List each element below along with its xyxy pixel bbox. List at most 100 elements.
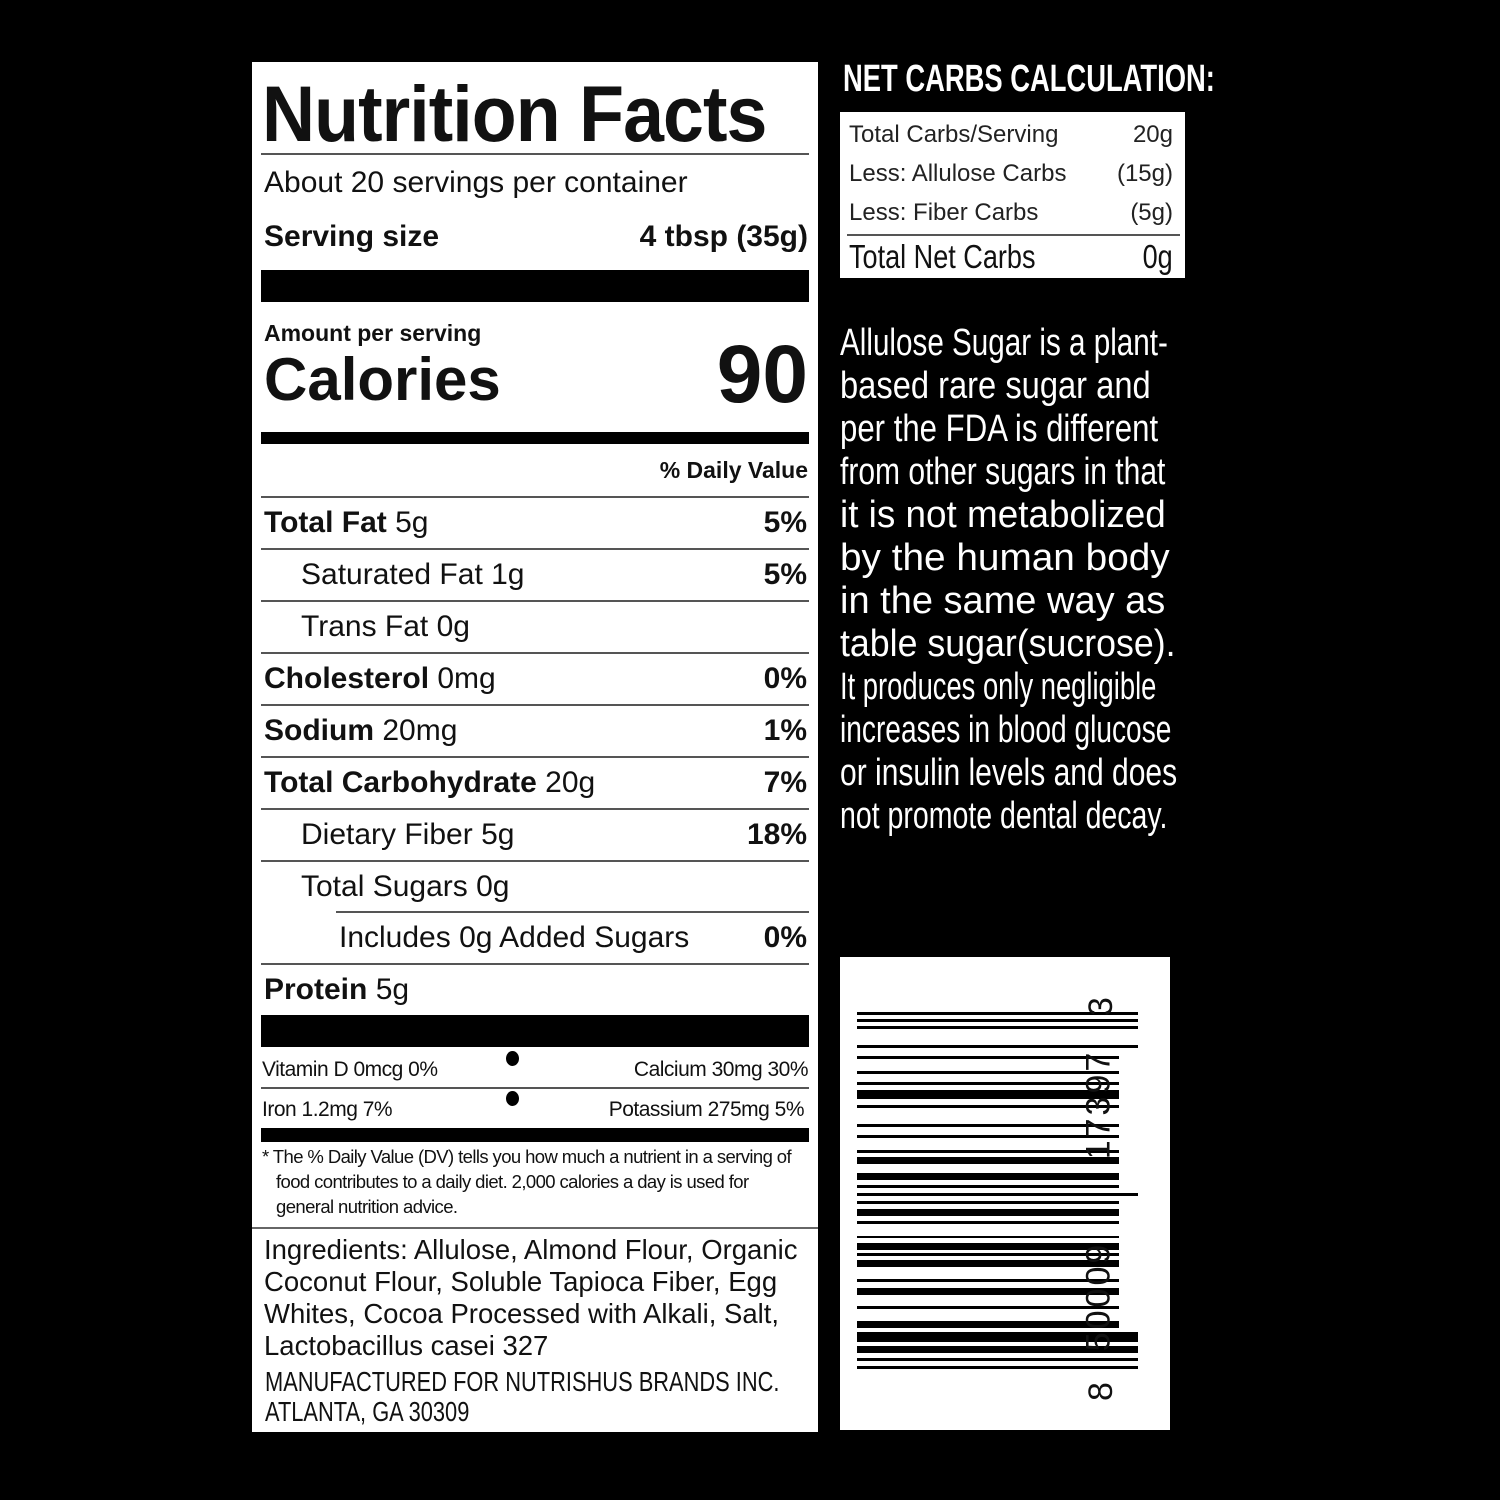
calories-value: 90	[716, 329, 808, 420]
nutrient-dv: 5%	[763, 506, 807, 539]
nutrient-row-dietary-fiber: Dietary Fiber 5g 18%	[261, 810, 809, 860]
description-line: per the FDA is different	[840, 408, 1159, 450]
nutrient-amount: 5g	[375, 973, 410, 1006]
serving-size-value: 4 tbsp (35g)	[639, 220, 808, 253]
nutrient-dv: 1%	[763, 714, 807, 747]
barcode-digits: 8 50009 17397 3	[1079, 997, 1120, 1401]
barcode-bar	[857, 1279, 1119, 1282]
nutrition-facts-title: Nutrition Facts	[262, 69, 767, 158]
barcode-bar	[857, 1288, 1119, 1295]
description-line: table sugar(sucrose).	[840, 623, 1176, 665]
description-line: it is not metabolized	[840, 494, 1166, 536]
barcode-bar	[857, 1173, 1119, 1180]
iron: Iron 1.2mg 7%	[262, 1098, 393, 1121]
nutrient-row-added-sugars: Includes 0g Added Sugars 0%	[261, 913, 809, 963]
divider	[261, 496, 809, 498]
serving-size-label: Serving size	[264, 220, 440, 253]
barcode-bar	[857, 1358, 1138, 1361]
nutrient-amount: 1g	[491, 558, 525, 591]
nutrient-row-sodium: Sodium 20mg 1%	[261, 706, 809, 756]
barcode-bar	[857, 1243, 1119, 1250]
net-carbs-table: Total Carbs/Serving 20g Less: Allulose Ca…	[840, 112, 1185, 278]
thick-divider	[261, 270, 809, 302]
barcode-bar	[857, 1321, 1119, 1328]
nutrient-dv: 18%	[746, 818, 807, 851]
nutrient-name: Total Sugars	[301, 870, 468, 903]
nutrient-dv: 5%	[763, 558, 807, 591]
description-line: by the human body	[840, 537, 1170, 579]
nutrient-row-saturated-fat: Saturated Fat 1g 5%	[261, 550, 809, 600]
barcode-bar	[857, 1105, 1119, 1108]
barcode-bar	[857, 1209, 1119, 1216]
nutrient-row-total-sugars: Total Sugars 0g	[261, 862, 809, 912]
barcode-bar	[857, 1185, 1119, 1188]
nutrition-facts-panel: Nutrition Facts About 20 servings per co…	[252, 62, 818, 1432]
barcode-bar	[857, 1366, 1138, 1369]
nutrient-name: Trans Fat	[301, 610, 429, 643]
nutrient-row-total-carbohydrate: Total Carbohydrate 20g 7%	[261, 758, 809, 808]
nutrient-amount: 0g	[436, 610, 470, 643]
barcode-bar	[857, 1012, 1138, 1015]
calories-label: Calories	[264, 346, 501, 413]
nutrient-name: Total Carbohydrate	[264, 766, 537, 799]
barcode-bar	[857, 1026, 1138, 1029]
nutrient-row-cholesterol: Cholesterol 0mg 0%	[261, 654, 809, 704]
barcode-bars	[857, 1012, 1138, 1369]
net-carbs-row: Less: Allulose Carbs (15g)	[849, 160, 1173, 187]
bullet-dot	[506, 1091, 519, 1106]
nutrient-amount: 5g	[395, 506, 429, 539]
net-carbs-total: Total Net Carbs 0g	[849, 238, 1173, 275]
nutrient-row-protein: Protein 5g	[261, 965, 809, 1015]
barcode: 8 50009 17397 3	[840, 957, 1170, 1430]
barcode-bar	[857, 1193, 1138, 1196]
barcode-bar	[857, 1332, 1138, 1342]
ingredients-list: Ingredients: Allulose, Almond Flour, Org…	[264, 1234, 798, 1361]
description-line: based rare sugar and	[840, 365, 1151, 407]
nutrient-name: Saturated Fat	[301, 558, 483, 591]
barcode-bar	[857, 1090, 1119, 1099]
barcode-bar	[857, 1306, 1119, 1309]
medium-divider	[261, 1128, 809, 1142]
barcode-bar	[857, 1221, 1119, 1224]
description-line: not promote dental decay.	[840, 795, 1168, 837]
barcode-bar	[857, 1124, 1119, 1127]
daily-value-footnote: * The % Daily Value (DV) tells you how m…	[262, 1146, 792, 1217]
potassium: Potassium 275mg 5%	[608, 1098, 805, 1121]
nutrient-name: Cholesterol	[264, 662, 430, 695]
barcode-bar	[857, 1157, 1119, 1164]
nutrient-name: Total Fat	[264, 506, 387, 539]
vitamin-d: Vitamin D 0mcg 0%	[262, 1058, 438, 1081]
nutrient-row-trans-fat: Trans Fat 0g	[261, 602, 809, 652]
medium-divider	[261, 432, 809, 444]
barcode-bar	[857, 1135, 1119, 1138]
description-line: or insulin levels and does	[840, 752, 1178, 794]
barcode-bar	[857, 1346, 1138, 1353]
manufacturer-info: MANUFACTURED FOR NUTRISHUS BRANDS INC. AT…	[265, 1366, 780, 1427]
description-line: It produces only negligible	[840, 666, 1157, 708]
nutrient-name: Includes 0g Added Sugars	[339, 921, 690, 954]
barcode-bar	[857, 1260, 1119, 1267]
barcode-bar	[857, 1236, 1119, 1238]
nutrient-amount: 5g	[481, 818, 515, 851]
nutrient-row-total-fat: Total Fat 5g 5%	[261, 498, 809, 548]
thick-divider	[261, 1015, 809, 1047]
nutrient-amount: 0g	[476, 870, 510, 903]
barcode-bar	[857, 1019, 1138, 1022]
nutrient-dv: 0%	[763, 662, 807, 695]
barcode-bar	[857, 1071, 1119, 1074]
amount-per-serving: Amount per serving	[264, 320, 482, 346]
barcode-bar	[857, 1201, 1119, 1204]
nutrient-dv: 7%	[763, 766, 807, 799]
description-line: increases in blood glucose	[840, 709, 1172, 751]
barcode-bar	[857, 1082, 1119, 1085]
nutrient-dv: 0%	[763, 921, 807, 954]
nutrient-name: Protein	[264, 973, 368, 1006]
net-carbs-row: Less: Fiber Carbs (5g)	[849, 199, 1173, 226]
allulose-description: Allulose Sugar is a plant-based rare sug…	[840, 322, 1178, 838]
net-carbs-title: NET CARBS CALCULATION:	[843, 58, 1215, 100]
calcium: Calcium 30mg 30%	[633, 1058, 809, 1081]
servings-per-container: About 20 servings per container	[264, 166, 688, 199]
barcode-bar	[857, 1045, 1138, 1048]
description-line: in the same way as	[840, 580, 1166, 622]
